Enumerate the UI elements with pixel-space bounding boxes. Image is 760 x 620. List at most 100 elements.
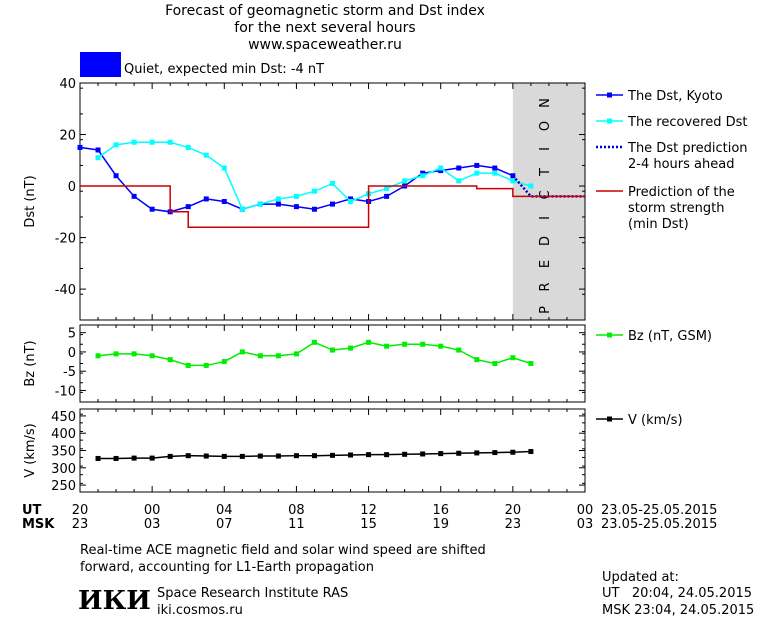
- prediction-letter: O: [538, 121, 553, 131]
- data-point: [492, 361, 498, 366]
- panel-1: [79, 324, 623, 403]
- data-point: [257, 353, 263, 359]
- data-point: [492, 450, 498, 456]
- y-tick-label: -5: [63, 365, 76, 380]
- ut-date-range: 23.05-25.05.2015: [601, 503, 717, 518]
- panel-2: [79, 408, 623, 493]
- ut-tick-label: 12: [360, 503, 377, 518]
- prediction-letter: C: [538, 190, 553, 199]
- data-point: [203, 152, 209, 158]
- data-point: [275, 453, 281, 459]
- data-point: [113, 455, 119, 461]
- data-point: [311, 339, 317, 345]
- ut-axis-label: UT: [22, 503, 42, 518]
- data-point: [77, 144, 83, 150]
- msk-axis-label: MSK: [22, 517, 55, 532]
- data-point: [293, 351, 299, 357]
- data-point: [311, 453, 317, 459]
- data-point: [474, 170, 480, 176]
- updated-label: Updated at:: [602, 570, 679, 585]
- data-point: [185, 362, 191, 368]
- data-point: [456, 450, 462, 456]
- data-point: [438, 165, 444, 171]
- data-point: [420, 451, 426, 457]
- data-point: [528, 183, 534, 189]
- data-point: [510, 355, 516, 361]
- data-point: [420, 341, 426, 347]
- series-line-0: [79, 146, 514, 213]
- msk-date-range: 23.05-25.05.2015: [601, 517, 717, 532]
- data-point: [95, 155, 101, 161]
- data-point: [167, 453, 173, 459]
- ut-tick-label: 20: [72, 503, 89, 518]
- data-point: [492, 165, 498, 171]
- ut-tick-label: 04: [216, 503, 233, 518]
- data-point: [131, 455, 137, 461]
- data-point: [239, 349, 245, 355]
- prediction-letter: I: [538, 216, 553, 220]
- legend-label: Prediction of the: [628, 185, 735, 200]
- y-axis-label: V (km/s): [23, 423, 38, 478]
- data-point: [275, 201, 281, 207]
- data-point: [239, 206, 245, 212]
- y-tick-label: -10: [55, 384, 76, 399]
- status-swatch: [80, 52, 121, 77]
- y-tick-label: -40: [55, 283, 76, 298]
- data-point: [95, 353, 101, 359]
- msk-tick-label: 19: [432, 517, 449, 532]
- data-point: [330, 201, 335, 207]
- institute-link[interactable]: iki.cosmos.ru: [157, 603, 243, 618]
- data-point: [456, 347, 462, 353]
- data-point: [95, 147, 101, 153]
- data-point: [131, 139, 137, 145]
- data-point: [149, 206, 155, 212]
- data-point: [528, 449, 534, 455]
- data-point: [348, 452, 354, 458]
- data-point: [113, 351, 119, 357]
- data-point: [474, 450, 480, 456]
- data-point: [528, 361, 534, 366]
- ut-tick-label: 00: [144, 503, 161, 518]
- data-point: [113, 142, 119, 148]
- data-point: [438, 168, 444, 174]
- prediction-letter: I: [538, 147, 553, 151]
- ut-tick-label: 20: [505, 503, 522, 518]
- ut-tick-label: 00: [577, 503, 594, 518]
- series-line-3: [80, 185, 585, 229]
- msk-tick-label: 11: [288, 517, 305, 532]
- data-point: [185, 453, 191, 459]
- data-point: [293, 453, 299, 459]
- legend-marker: [607, 416, 612, 422]
- data-point: [167, 139, 173, 145]
- chart-title-line1: Forecast of geomagnetic storm and Dst in…: [165, 3, 485, 19]
- ut-tick-label: 16: [432, 503, 449, 518]
- y-tick-label: 20: [59, 129, 76, 144]
- data-point: [95, 455, 101, 461]
- data-point: [384, 343, 390, 349]
- data-point: [149, 353, 155, 359]
- data-point: [456, 178, 462, 184]
- y-tick-label: 350: [51, 445, 76, 460]
- iki-logo: ИКИ: [78, 586, 151, 616]
- data-point: [510, 449, 516, 455]
- legend-marker: [607, 92, 612, 98]
- series-line-1: [97, 141, 532, 211]
- panel-0: P R E D I C T I O N: [77, 82, 623, 321]
- y-tick-label: -20: [55, 232, 76, 247]
- msk-tick-label: 03: [144, 517, 161, 532]
- data-point: [384, 186, 390, 192]
- plot-frame: [79, 324, 586, 403]
- data-point: [131, 351, 137, 357]
- data-point: [275, 353, 281, 359]
- website-label: www.spaceweather.ru: [248, 37, 402, 53]
- data-point: [438, 451, 444, 457]
- data-point: [474, 357, 480, 363]
- institute-name: Space Research Institute RAS: [157, 586, 349, 601]
- data-point: [203, 362, 209, 368]
- data-point: [149, 455, 155, 461]
- data-point: [203, 196, 209, 202]
- data-point: [203, 453, 209, 459]
- msk-tick-label: 03: [577, 517, 594, 532]
- y-tick-label: 0: [68, 180, 76, 195]
